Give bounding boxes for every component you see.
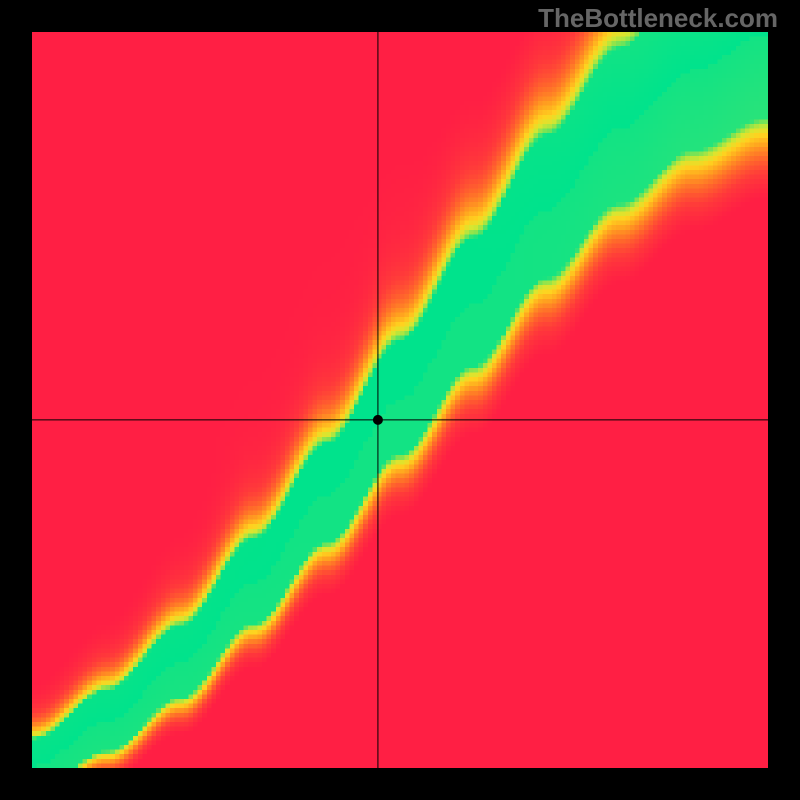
watermark-text: TheBottleneck.com [538,3,778,34]
bottleneck-heatmap [32,32,768,768]
chart-container: TheBottleneck.com [0,0,800,800]
chart-frame [0,0,800,800]
